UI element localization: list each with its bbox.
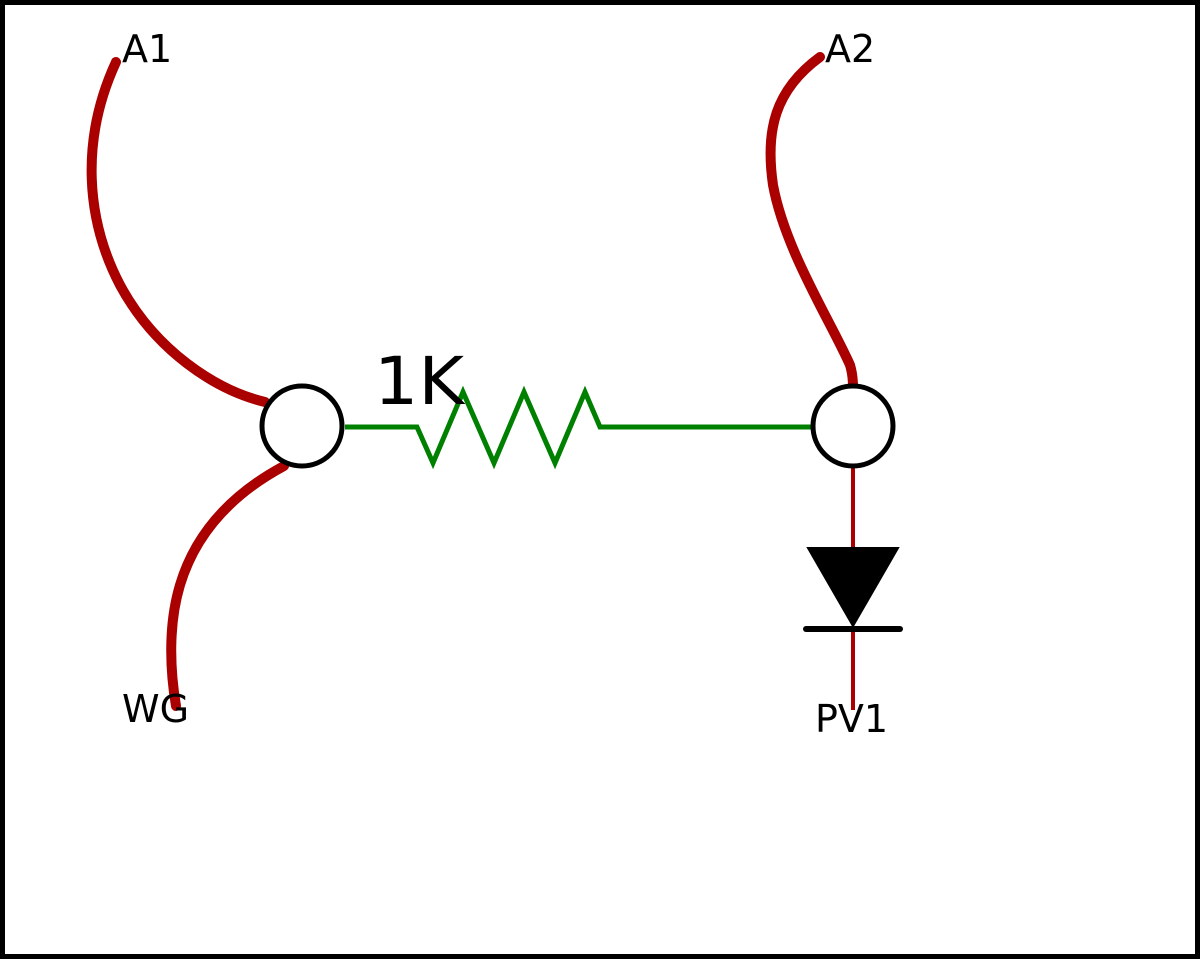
label-a2: A2 [825,27,875,71]
wire-a1-to-left-node [86,57,270,407]
right-node-circle [810,383,896,469]
resistor-value-label: 1K [374,343,466,420]
label-pv1: PV1 [815,697,888,741]
left-node-circle [259,383,345,469]
resistor-symbol [345,385,820,470]
wire-left-node-to-wg [166,461,289,711]
wire-a2-to-right-node [765,52,858,392]
label-wg: WG [122,687,189,731]
diode-triangle [806,547,900,629]
label-a1: A1 [122,27,172,71]
